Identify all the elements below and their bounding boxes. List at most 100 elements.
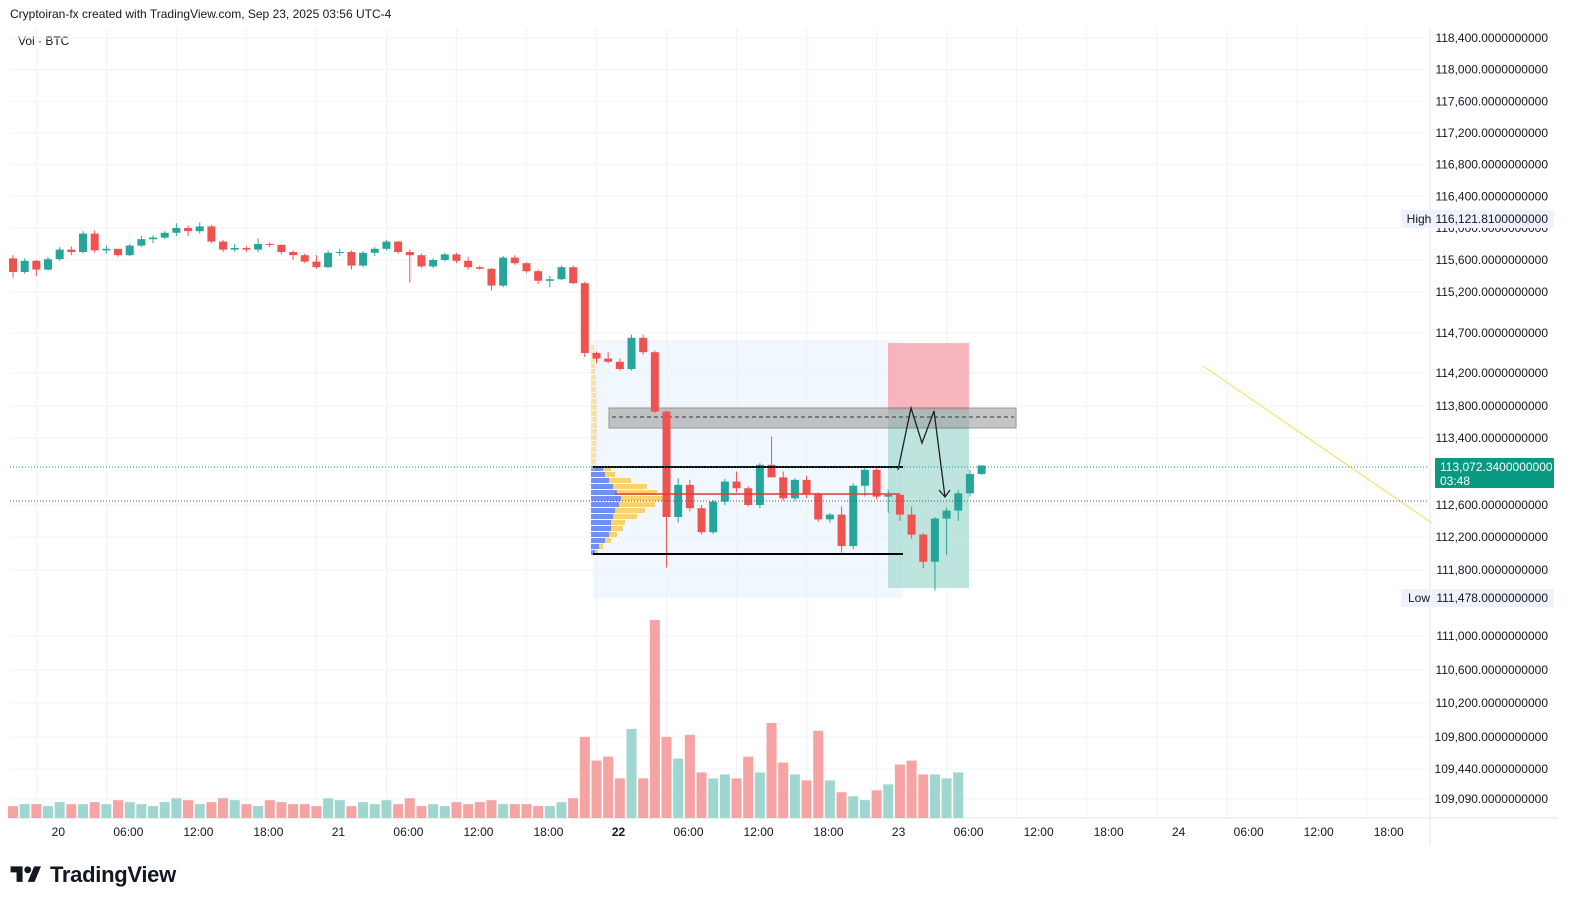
profile-bar-thin [591, 441, 597, 446]
volume-bar [953, 772, 964, 818]
volume-bar [684, 734, 695, 818]
candle-body [522, 263, 531, 272]
volume-bar [404, 798, 415, 818]
candle-body [324, 252, 333, 268]
candle-body [872, 469, 881, 497]
candle-body [814, 494, 823, 520]
price-tick-label: 112,600.0000000000 [1435, 498, 1548, 512]
profile-bar-yellow [617, 490, 657, 495]
volume-bar [346, 806, 357, 818]
candle-body [942, 510, 951, 519]
candle-body [125, 245, 134, 256]
profile-bar-yellow [611, 520, 625, 525]
volume-bar [626, 728, 637, 818]
volume-bar [463, 804, 474, 818]
high-value-label: 116,121.8100000000 [1435, 212, 1548, 226]
candle-body [720, 481, 729, 502]
profile-bar-yellow [605, 472, 615, 477]
candle-body [55, 249, 64, 260]
price-tick-label: 112,200.0000000000 [1435, 530, 1548, 544]
profile-bar-thin [591, 381, 596, 386]
candle-body [709, 501, 718, 533]
volume-bar [54, 802, 65, 818]
candle-body [370, 248, 379, 253]
volume-bar [323, 798, 334, 818]
candle-body [67, 249, 76, 252]
volume-bar [789, 774, 800, 818]
price-tick-label: 117,600.0000000000 [1435, 94, 1548, 108]
volume-bar [579, 736, 590, 818]
profile-bar-yellow [611, 526, 623, 531]
candle-body [312, 261, 321, 268]
candle-body [20, 260, 29, 272]
volume-bar [614, 778, 625, 818]
volume-bar [19, 804, 30, 818]
candle-body [849, 485, 858, 547]
profile-bar-thin [591, 429, 597, 434]
candle-body [382, 241, 391, 249]
price-tick-label: 118,400.0000000000 [1435, 31, 1548, 45]
profile-bar-blue [591, 484, 613, 489]
profile-bar-blue [591, 496, 621, 501]
volume-bar [393, 804, 404, 818]
candle-body [954, 493, 963, 511]
volume-bar [8, 806, 18, 818]
candle-body [429, 260, 438, 267]
volume-bar [299, 804, 310, 818]
candle-body [744, 488, 753, 505]
volume-bar [358, 802, 369, 818]
supply-block [608, 407, 1017, 429]
time-axis[interactable]: 20 06:00 12:00 18:00 21 06:00 12:00 18:00 22 06:0… [52, 825, 1404, 839]
candle-body [32, 260, 41, 270]
volume-bar [486, 800, 497, 818]
candle-body [685, 484, 694, 509]
volume-bar [848, 796, 859, 818]
profile-bar-thin [591, 369, 595, 374]
volume-bar [31, 804, 42, 818]
time-tick-label: 12:00 [744, 825, 774, 839]
profile-bar-thin [591, 393, 596, 398]
profile-bar-yellow [613, 484, 647, 489]
volume-bar [218, 798, 229, 818]
profile-bar-blue [591, 538, 605, 543]
price-chart[interactable]: 118,400.0000000000 118,000.0000000000 117,… [0, 0, 1589, 860]
time-tick-label: 20 [52, 825, 66, 839]
price-tick-label: 111,800.0000000000 [1436, 563, 1548, 577]
volume-bar [136, 804, 147, 818]
profile-bar-thin [591, 345, 594, 350]
profile-bar-yellow [615, 508, 645, 513]
candle-body [837, 514, 846, 547]
tradingview-brand[interactable]: TradingView [10, 862, 176, 888]
candle-body [802, 479, 811, 495]
price-axis[interactable]: 118,400.0000000000 118,000.0000000000 117,… [1401, 31, 1554, 806]
time-tick-label: 06:00 [674, 825, 704, 839]
candle-body [895, 494, 904, 515]
candle-body [825, 514, 834, 520]
time-tick-label: 06:00 [393, 825, 423, 839]
high-tag-label: High [1407, 212, 1432, 226]
price-tick-label: 117,200.0000000000 [1435, 126, 1548, 140]
profile-bar-thin [591, 423, 597, 428]
candle-body [615, 361, 624, 369]
volume-bar [124, 802, 135, 818]
candle-body [604, 358, 613, 362]
time-tick-label: 06:00 [954, 825, 984, 839]
candle-body [884, 494, 893, 497]
volume-bar [498, 804, 509, 818]
volume-bar [941, 778, 952, 818]
candle-body [160, 232, 169, 238]
candle-body [195, 226, 204, 232]
time-tick-label: 18:00 [1094, 825, 1124, 839]
profile-bar-thin [591, 387, 596, 392]
profile-bar-yellow [609, 478, 631, 483]
profile-bar-thin [591, 435, 597, 440]
profile-bar-yellow [605, 538, 611, 543]
candle-body [417, 255, 426, 267]
volume-bar [66, 804, 77, 818]
volume-bar [288, 804, 299, 818]
profile-bar-blue [591, 514, 613, 519]
profile-bar-thin [591, 411, 597, 416]
profile-bar-blue [591, 472, 605, 477]
low-value-label: 111,478.0000000000 [1436, 591, 1548, 605]
volume-bar [253, 806, 264, 818]
